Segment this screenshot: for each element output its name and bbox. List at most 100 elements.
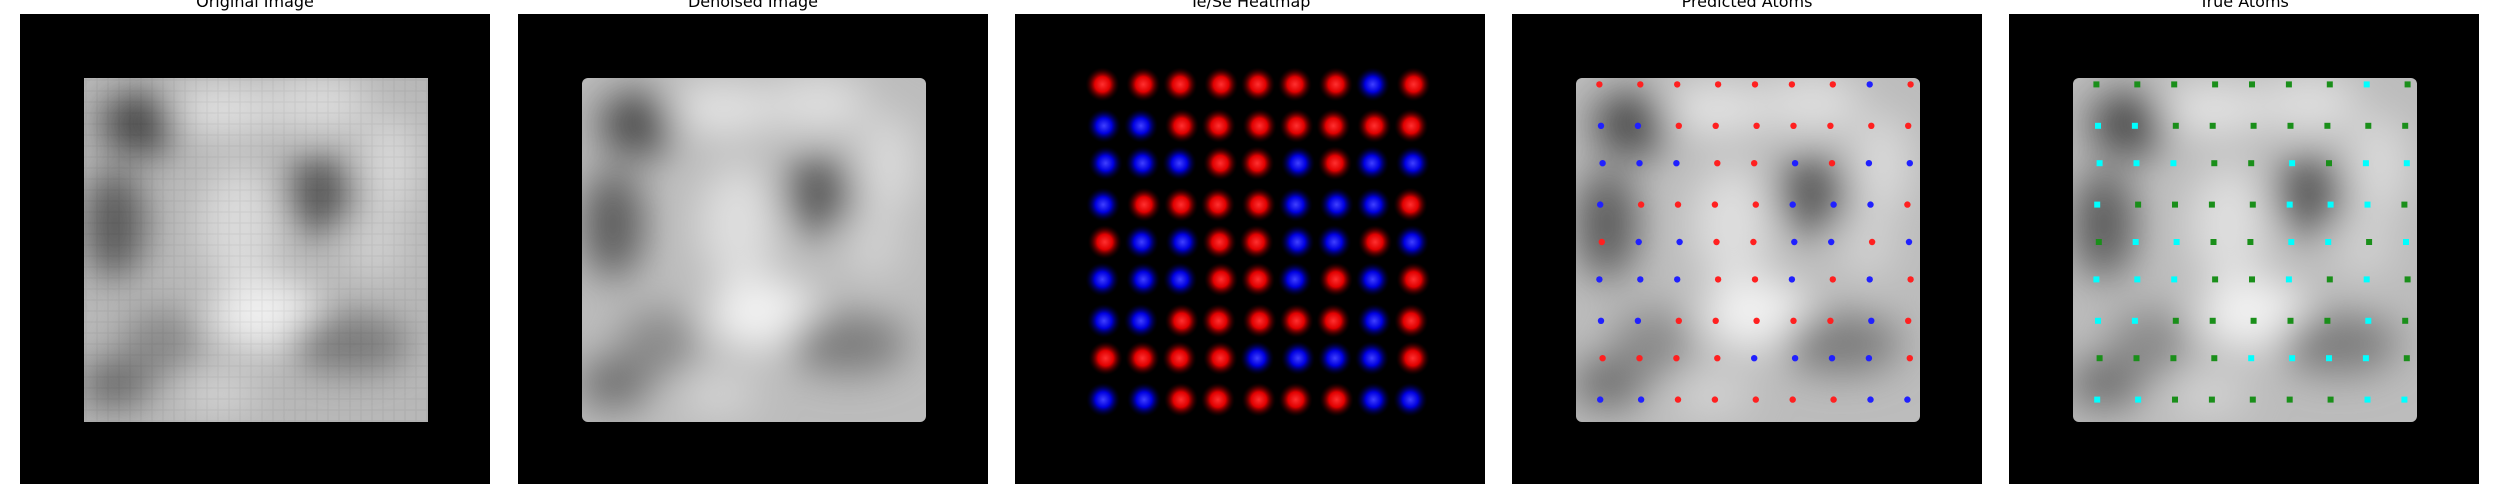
se-heat-spot	[1356, 382, 1391, 417]
predicted-te-atom	[1907, 81, 1914, 88]
predicted-te-atom	[1829, 81, 1836, 88]
true-atom-green	[2211, 160, 2218, 167]
true-atom-green	[2326, 276, 2333, 283]
predicted-atoms-title: Predicted Atoms	[1681, 0, 1813, 11]
predicted-se-atom	[1828, 355, 1836, 362]
true-atom-cyan	[2096, 160, 2103, 167]
true-atom-green	[2212, 276, 2219, 283]
true-atom-green	[2401, 201, 2408, 208]
predicted-te-atom	[1789, 396, 1796, 403]
predicted-te-atom	[1830, 396, 1837, 403]
te-heat-spot	[1127, 187, 1162, 222]
te-heat-spot	[1393, 187, 1428, 222]
predicted-te-atom	[1674, 396, 1682, 403]
true-atom-green	[2286, 396, 2293, 403]
predicted-te-atom	[1752, 201, 1759, 208]
se-heat-spot	[1280, 225, 1315, 259]
predicted-te-atom	[1828, 160, 1836, 167]
true-atom-cyan	[2403, 160, 2410, 167]
predicted-te-atom	[1598, 238, 1605, 246]
true-atom-green	[2248, 160, 2255, 167]
true-atom-green	[2403, 355, 2410, 362]
true-atom-green	[2096, 355, 2103, 362]
true-atom-cyan	[2325, 239, 2332, 245]
predicted-se-atom	[1676, 238, 1683, 246]
true-atom-green	[2171, 81, 2178, 88]
predicted-te-atom	[1675, 317, 1682, 324]
te-heat-spot	[1394, 303, 1429, 338]
te-heat-spot	[1358, 225, 1393, 259]
true-atom-green	[2170, 355, 2177, 362]
true-atom-cyan	[2094, 396, 2101, 403]
heatmap-panel: Te/Se Heatmap	[1015, 0, 1485, 500]
te-heat-spot	[1201, 108, 1236, 143]
predicted-te-atom	[1905, 122, 1912, 129]
true-atom-cyan	[2173, 239, 2180, 245]
se-heat-spot	[1354, 341, 1389, 376]
true-atom-cyan	[2364, 201, 2371, 208]
te-heat-spot	[1357, 108, 1392, 143]
te-heat-spot	[1125, 341, 1160, 376]
predicted-atoms-panel: Predicted Atoms	[1512, 0, 1982, 500]
se-heat-spot	[1086, 187, 1121, 222]
te-heat-spot	[1241, 187, 1276, 222]
true-atom-green	[2326, 81, 2333, 88]
te-heat-spot	[1316, 108, 1351, 143]
true-atom-cyan	[2403, 239, 2409, 245]
predicted-te-atom	[1711, 201, 1719, 208]
true-atom-cyan	[2133, 160, 2140, 167]
true-atom-green	[2172, 317, 2179, 324]
predicted-se-atom	[1596, 276, 1603, 283]
predicted-te-atom	[1868, 122, 1875, 129]
predicted-se-atom	[1635, 238, 1642, 246]
te-heat-spot	[1278, 382, 1313, 417]
se-heat-spot	[1355, 67, 1390, 102]
te-heat-spot	[1279, 108, 1314, 143]
te-heat-spot	[1240, 146, 1275, 181]
se-heat-spot	[1319, 187, 1354, 222]
true-atom-cyan	[2095, 122, 2101, 129]
true-atom-green	[2208, 396, 2215, 403]
true-atom-green	[2209, 122, 2216, 129]
predicted-te-atom	[1673, 355, 1680, 362]
true-atom-green	[2210, 239, 2217, 245]
true-atoms-panel: True Atoms	[2009, 0, 2479, 500]
se-heat-spot	[1124, 225, 1159, 259]
te-heat-spot	[1162, 341, 1197, 376]
te-heat-spot	[1396, 262, 1431, 297]
te-heat-spot	[1279, 303, 1314, 338]
se-heat-spot	[1357, 303, 1392, 338]
predicted-se-atom	[1674, 276, 1681, 283]
predicted-te-atom	[1637, 81, 1644, 88]
predicted-te-atom	[1711, 396, 1719, 403]
predicted-se-atom	[1788, 276, 1796, 283]
predicted-te-atom	[1599, 355, 1606, 362]
predicted-se-atom	[1867, 201, 1874, 208]
predicted-te-atom	[1751, 160, 1758, 167]
predicted-te-atom	[1596, 81, 1603, 88]
predicted-te-atom	[1904, 201, 1911, 208]
original-image-panel: Original Image	[20, 0, 490, 500]
predicted-te-atom	[1714, 160, 1721, 167]
true-atom-cyan	[2134, 276, 2141, 283]
te-heat-spot	[1316, 303, 1351, 338]
te-heat-spot	[1085, 67, 1120, 102]
se-heat-spot	[1318, 341, 1352, 376]
true-atom-green	[2172, 122, 2179, 129]
predicted-se-atom	[1868, 317, 1875, 324]
true-atom-green	[2287, 317, 2294, 324]
predicted-se-atom	[1866, 81, 1873, 88]
true-atom-green	[2208, 201, 2215, 208]
te-heat-spot	[1277, 67, 1312, 102]
true-atom-cyan	[2363, 276, 2370, 283]
true-atom-cyan	[2132, 239, 2139, 245]
true-atom-green	[2287, 122, 2294, 129]
se-heat-spot	[1123, 108, 1158, 143]
predicted-te-atom	[1636, 355, 1643, 362]
se-heat-spot	[1125, 146, 1160, 181]
true-atom-green	[2324, 317, 2331, 324]
predicted-atoms-image	[1512, 14, 1982, 484]
predicted-te-atom	[1674, 201, 1682, 208]
true-atom-green	[2250, 122, 2257, 129]
predicted-se-atom	[1906, 160, 1913, 167]
